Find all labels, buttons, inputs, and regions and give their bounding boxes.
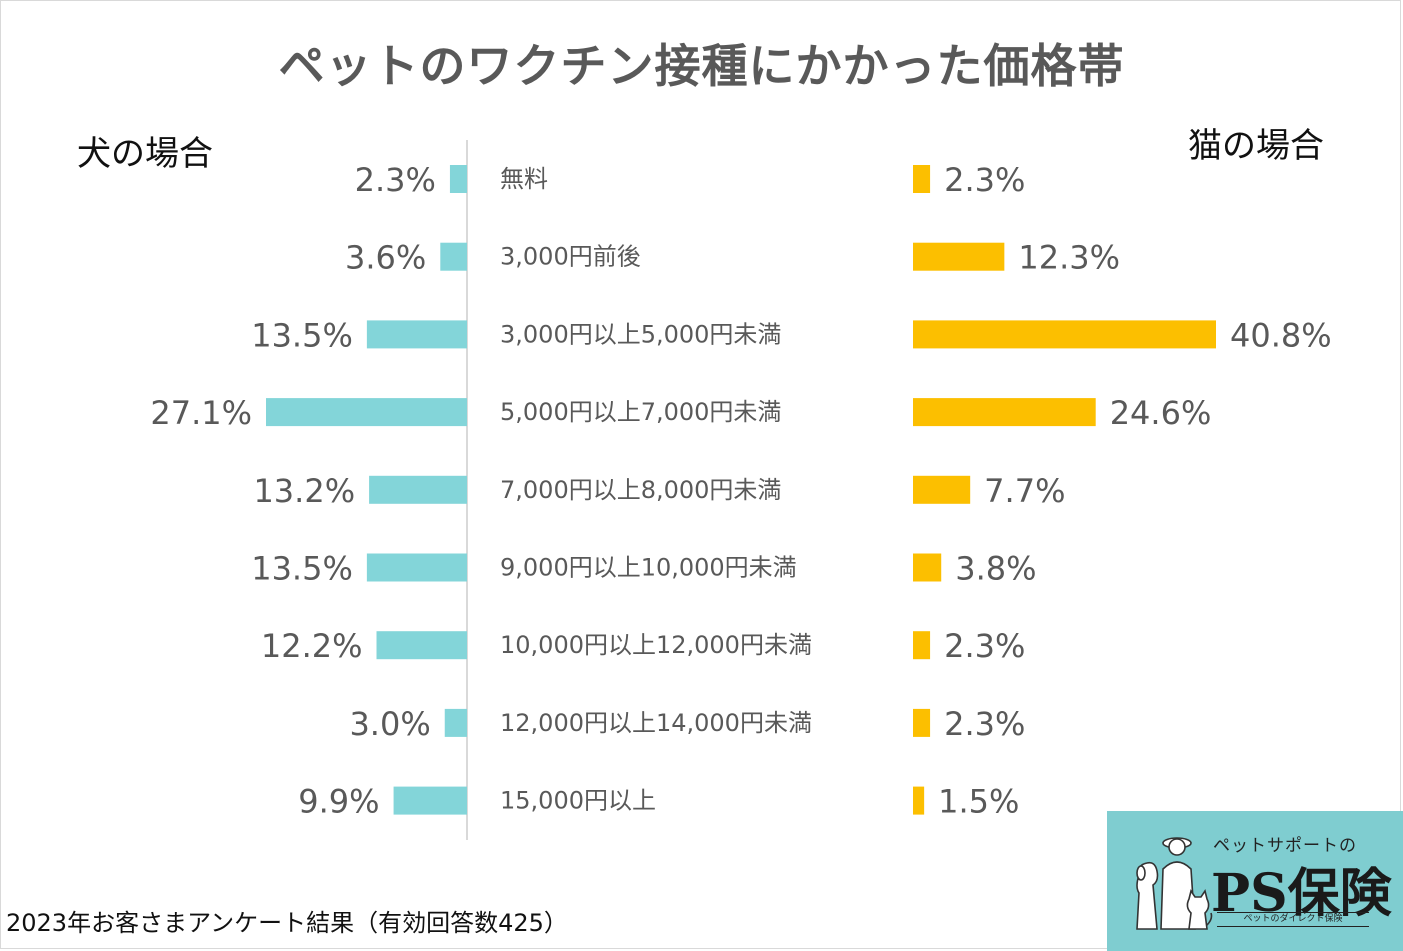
dog-bar bbox=[393, 786, 467, 815]
cat-value-label: 2.3% bbox=[944, 705, 1025, 743]
dog-value-label: 13.5% bbox=[251, 550, 353, 588]
dog-bar bbox=[366, 320, 467, 349]
dog-bar bbox=[449, 165, 467, 193]
cat-bar bbox=[913, 631, 931, 660]
dog-bar bbox=[444, 708, 467, 737]
cat-value-label: 40.8% bbox=[1230, 316, 1332, 354]
dog-value-label: 13.5% bbox=[251, 316, 353, 354]
logo-tagline: ペットのダイレクト保険 bbox=[1217, 912, 1369, 927]
dog-value-label: 12.2% bbox=[261, 627, 363, 665]
category-label: 15,000円以上 bbox=[500, 787, 656, 815]
category-label: 3,000円前後 bbox=[500, 243, 641, 271]
dog-bar bbox=[369, 475, 467, 504]
cat-value-label: 1.5% bbox=[938, 783, 1019, 821]
dog-series-label: 犬の場合 bbox=[77, 134, 213, 174]
cat-bar bbox=[913, 165, 931, 193]
cat-bar bbox=[913, 398, 1096, 427]
category-label: 12,000円以上14,000円未満 bbox=[500, 709, 812, 737]
cat-bar bbox=[913, 320, 1216, 349]
category-label: 無料 bbox=[500, 165, 548, 193]
dog-cat-owner-icon bbox=[1136, 837, 1213, 930]
cat-bar bbox=[913, 553, 942, 582]
cat-bar bbox=[913, 242, 1005, 271]
cat-value-label: 3.8% bbox=[955, 550, 1036, 588]
dog-bar bbox=[376, 631, 467, 660]
cat-value-label: 2.3% bbox=[944, 161, 1025, 199]
category-label: 9,000円以上10,000円未満 bbox=[500, 554, 797, 582]
cat-series-label: 猫の場合 bbox=[1188, 126, 1324, 166]
cat-value-label: 7.7% bbox=[984, 472, 1065, 510]
dog-bar bbox=[440, 242, 467, 271]
category-label: 3,000円以上5,000円未満 bbox=[500, 320, 781, 348]
cat-bar bbox=[913, 786, 925, 815]
dog-value-label: 13.2% bbox=[253, 472, 355, 510]
logo-subtitle: ペットサポートの bbox=[1213, 836, 1357, 856]
cat-value-label: 24.6% bbox=[1110, 394, 1212, 432]
dog-value-label: 3.0% bbox=[349, 705, 430, 743]
cat-value-label: 2.3% bbox=[944, 627, 1025, 665]
dog-bar bbox=[266, 398, 467, 427]
category-label: 5,000円以上7,000円未満 bbox=[500, 398, 781, 426]
category-label: 10,000円以上12,000円未満 bbox=[500, 631, 812, 659]
dog-value-label: 2.3% bbox=[355, 161, 436, 199]
chart-title: ペットのワクチン接種にかかった価格帯 bbox=[278, 39, 1125, 93]
cat-bar bbox=[913, 475, 971, 504]
dog-value-label: 9.9% bbox=[298, 783, 379, 821]
dog-bar bbox=[366, 553, 467, 582]
cat-bar bbox=[913, 708, 931, 737]
category-label: 7,000円以上8,000円未満 bbox=[500, 476, 781, 504]
logo-name: PS保険 bbox=[1211, 863, 1392, 924]
survey-footnote: 2023年お客さまアンケート結果（有効回答数425） bbox=[6, 909, 568, 937]
dog-value-label: 27.1% bbox=[150, 394, 252, 432]
dog-value-label: 3.6% bbox=[345, 239, 426, 277]
ps-insurance-logo: ペットサポートの PS保険 ペットのダイレクト保険 bbox=[1107, 811, 1403, 951]
cat-value-label: 12.3% bbox=[1018, 239, 1120, 277]
